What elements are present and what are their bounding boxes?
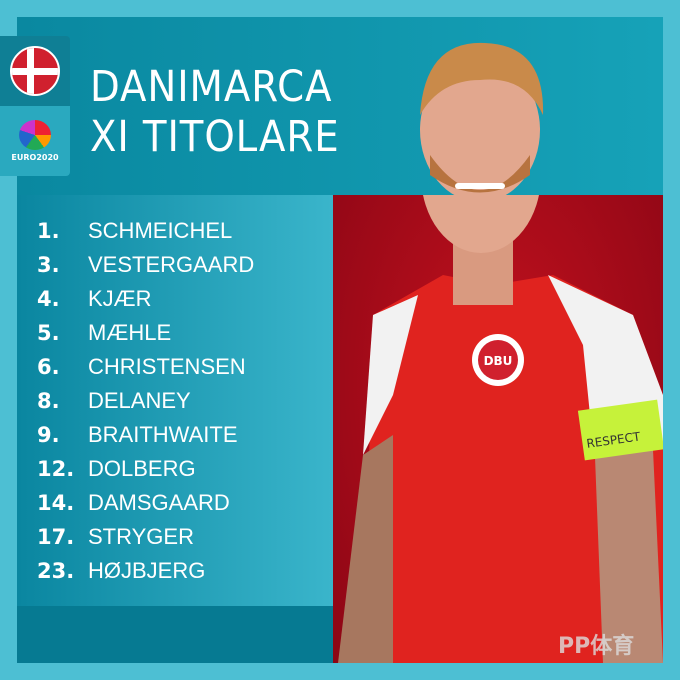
player-number: 23. — [37, 559, 75, 583]
player-number: 3. — [37, 253, 60, 277]
lineup-row: 8. DELANEY — [37, 384, 191, 418]
watermark: PP体育 — [558, 634, 635, 659]
player-number: 4. — [37, 287, 60, 311]
player-name: MÆHLE — [88, 320, 172, 345]
denmark-flag-icon — [10, 46, 60, 96]
captain-armband — [577, 399, 663, 461]
page-title: DANIMARCA XI TITOLARE — [90, 62, 340, 162]
header — [17, 17, 663, 195]
lineup-row: 12. DOLBERG — [37, 452, 196, 486]
title-line-1: DANIMARCA — [90, 62, 333, 112]
player-name: DELANEY — [88, 388, 191, 413]
player-photo: RESPECT DBU — [333, 195, 663, 663]
player-number: 1. — [37, 219, 60, 243]
lineup-panel — [17, 195, 333, 606]
lineup-row: 14. DAMSGAARD — [37, 486, 230, 520]
crest-text: DBU — [484, 354, 513, 368]
player-head — [420, 42, 544, 200]
player-name: SCHMEICHEL — [88, 218, 233, 243]
player-name: DOLBERG — [88, 456, 196, 481]
shirt-sleeve-left — [363, 295, 418, 455]
lineup-row: 23. HØJBJERG — [37, 554, 205, 588]
player-name: STRYGER — [88, 524, 194, 549]
player-name: CHRISTENSEN — [88, 354, 246, 379]
player-name: VESTERGAARD — [88, 252, 255, 277]
player-name: HØJBJERG — [88, 558, 206, 583]
player-number: 5. — [37, 321, 60, 345]
player-number: 12. — [37, 457, 75, 481]
player-name: BRAITHWAITE — [88, 422, 238, 447]
lineup-row: 5. MÆHLE — [37, 316, 171, 350]
trophy-icon — [19, 120, 51, 150]
face — [423, 195, 539, 253]
arm-right — [595, 450, 663, 663]
euro-logo-text: EURO2020 — [11, 153, 59, 162]
euro2020-logo: EURO2020 — [0, 106, 70, 176]
player-number: 17. — [37, 525, 75, 549]
shirt — [353, 275, 663, 663]
lineup-row: 3. VESTERGAARD — [37, 248, 254, 282]
title-line-2: XI TITOLARE — [90, 112, 340, 162]
team-badge: EURO2020 — [0, 36, 70, 176]
lineup-footer — [17, 606, 333, 663]
arm-left — [338, 435, 393, 663]
lineup-row: 1. SCHMEICHEL — [37, 214, 232, 248]
lineup-row: 9. BRAITHWAITE — [37, 418, 238, 452]
player-number: 9. — [37, 423, 60, 447]
player-number: 8. — [37, 389, 60, 413]
lineup-row: 17. STRYGER — [37, 520, 194, 554]
player-number: 6. — [37, 355, 60, 379]
lineup-row: 6. CHRISTENSEN — [37, 350, 246, 384]
player-name: DAMSGAARD — [88, 490, 230, 515]
shirt-sleeve — [548, 275, 663, 445]
player-number: 14. — [37, 491, 75, 515]
player-name: KJÆR — [88, 286, 152, 311]
lineup-row: 4. KJÆR — [37, 282, 152, 316]
